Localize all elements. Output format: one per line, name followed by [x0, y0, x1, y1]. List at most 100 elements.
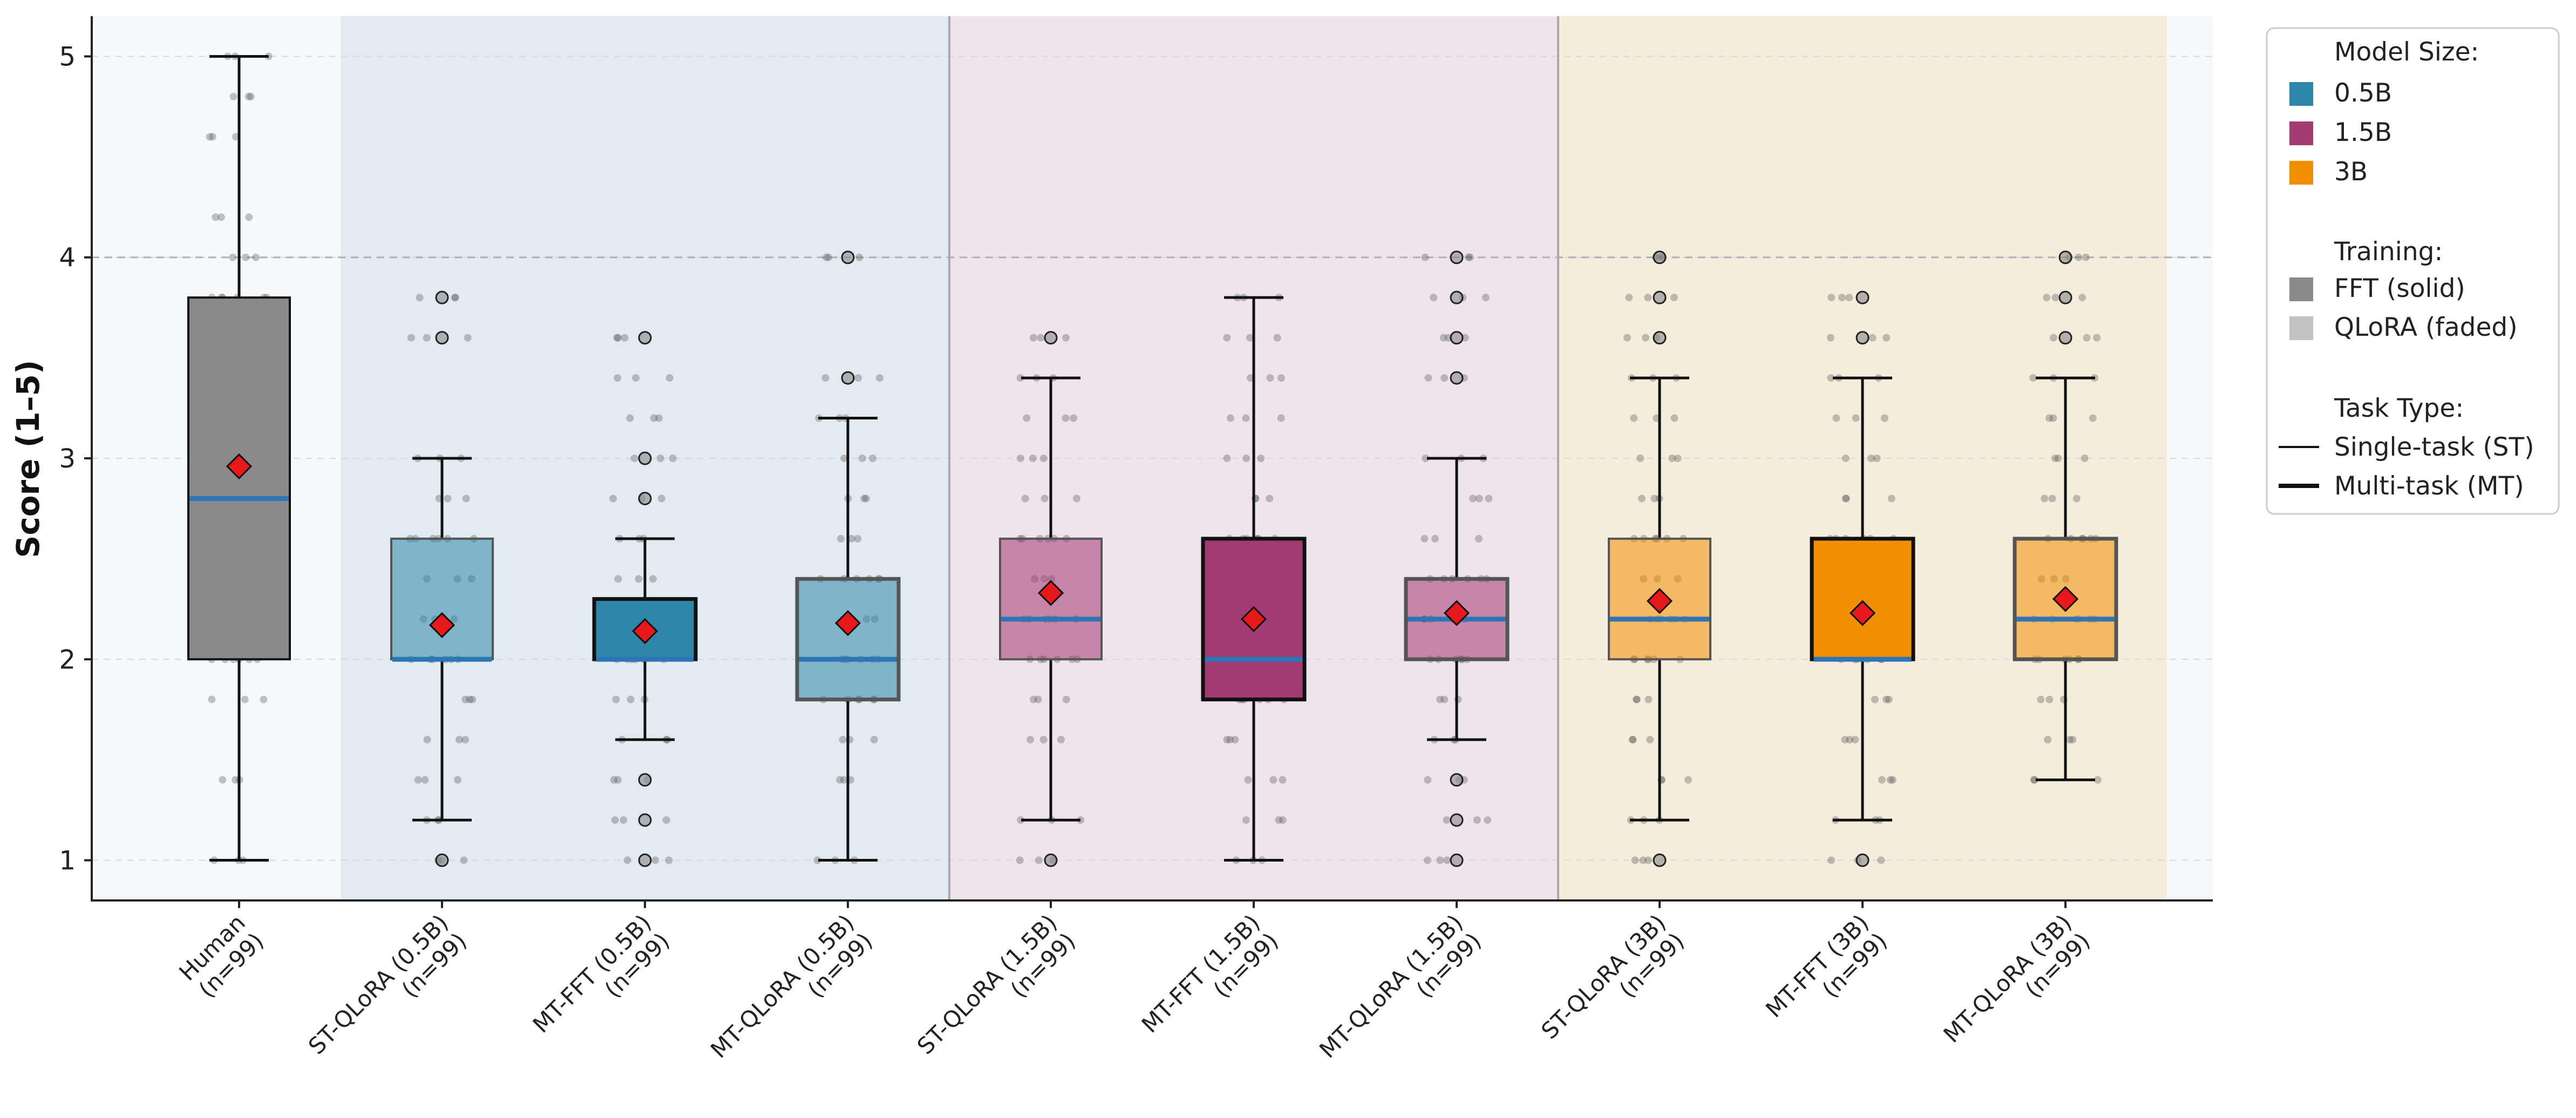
jitter-point	[1273, 334, 1281, 342]
legend-label-0-5b: 0.5B	[2334, 78, 2392, 108]
jitter-point	[1827, 374, 1835, 382]
jitter-point	[1269, 776, 1277, 784]
jitter-point	[1279, 816, 1287, 824]
jitter-point	[650, 414, 658, 422]
jitter-point	[1266, 494, 1274, 503]
jitter-point	[2044, 736, 2052, 744]
jitter-point	[825, 253, 833, 261]
outlier-point	[1653, 331, 1667, 345]
jitter-point	[2094, 776, 2102, 784]
jitter-point	[1223, 334, 1231, 342]
jitter-point	[1242, 414, 1250, 422]
jitter-point	[1039, 455, 1048, 462]
jitter-point	[2051, 455, 2059, 462]
jitter-point	[1279, 776, 1287, 784]
outlier-point	[638, 773, 652, 787]
box-mt-fft-3b	[1810, 290, 1915, 868]
jitter-point	[1277, 414, 1285, 422]
jitter-point	[1841, 455, 1850, 462]
y-tick-label: 2	[59, 645, 76, 675]
box-mt-fft-1-5b	[1201, 296, 1307, 862]
jitter-point	[2078, 294, 2086, 302]
jitter-point	[1062, 414, 1070, 422]
jitter-point	[813, 856, 821, 864]
box-iqr	[390, 537, 494, 661]
jitter-point	[620, 816, 628, 824]
jitter-point	[614, 374, 622, 382]
jitter-point	[407, 334, 415, 342]
jitter-point	[1029, 334, 1037, 342]
jitter-point	[1017, 816, 1025, 824]
jitter-point	[839, 736, 847, 744]
mean-marker	[1037, 580, 1064, 606]
box-st-qlora-3b	[1608, 250, 1711, 868]
jitter-point	[1475, 494, 1483, 503]
outlier-point	[841, 250, 855, 265]
jitter-point	[2089, 414, 2097, 422]
jitter-point	[1469, 494, 1477, 503]
jitter-point	[1485, 494, 1493, 503]
jitter-point	[612, 695, 620, 703]
x-ticks: Human(n=99) ST-QLoRA (0.5B)(n=99) MT-FFT (…	[174, 900, 2095, 1066]
jitter-point	[2075, 253, 2083, 261]
jitter-point	[2037, 695, 2045, 703]
jitter-point	[614, 575, 622, 583]
jitter-point	[609, 494, 617, 503]
jitter-point	[1852, 414, 1860, 422]
jitter-point	[451, 294, 459, 302]
mean-marker	[1443, 600, 1470, 626]
jitter-point	[1246, 334, 1254, 342]
y-ticks: 1 2 3 4 5	[59, 42, 92, 876]
jitter-point	[1838, 294, 1846, 302]
jitter-point	[1868, 334, 1877, 342]
jitter-point	[1832, 414, 1840, 422]
x-tick-label: MT-QLoRA (3B)(n=99)	[1938, 909, 2095, 1066]
legend-swatch-qlora	[2289, 316, 2313, 340]
jitter-point	[2054, 455, 2062, 462]
jitter-point	[1887, 494, 1895, 503]
jitter-point	[614, 334, 622, 342]
outlier-point	[2058, 250, 2072, 265]
jitter-point	[451, 294, 459, 302]
jitter-point	[229, 253, 237, 261]
jitter-point	[1246, 374, 1254, 382]
legend-label-1-5b: 1.5B	[2334, 118, 2392, 147]
jitter-point	[2069, 736, 2077, 744]
jitter-point	[1628, 736, 1636, 744]
jitter-point	[1242, 455, 1250, 462]
legend-label-multi-task: Multi-task (MT)	[2334, 471, 2524, 501]
jitter-point	[1630, 414, 1638, 422]
box-mt-qlora-1-5b	[1404, 250, 1510, 868]
jitter-point	[1668, 455, 1676, 462]
jitter-point	[837, 534, 845, 543]
jitter-point	[1275, 816, 1283, 824]
jitter-point	[1674, 455, 1682, 462]
jitter-point	[2083, 334, 2091, 342]
jitter-point	[219, 776, 227, 784]
jitter-point	[1639, 856, 1647, 864]
box-mt-fft-0-5b	[592, 331, 698, 868]
jitter-point	[1226, 736, 1234, 744]
jitter-point	[1845, 294, 1853, 302]
jitter-point	[1886, 776, 1894, 784]
legend-task-title: Task Type:	[2334, 394, 2464, 423]
jitter-point	[1873, 455, 1881, 462]
jitter-point	[1846, 736, 1854, 744]
jitter-point	[611, 816, 619, 824]
jitter-point	[212, 213, 220, 221]
jitter-point	[2082, 253, 2090, 261]
jitter-point	[610, 776, 618, 784]
jitter-point	[1841, 494, 1850, 503]
jitter-point	[840, 776, 848, 784]
jitter-point	[444, 494, 452, 503]
jitter-point	[1420, 534, 1429, 543]
legend-label-single-task: Single-task (ST)	[2334, 432, 2534, 462]
jitter-point	[1070, 414, 1078, 422]
jitter-point	[421, 776, 429, 784]
outlier-point	[2058, 290, 2072, 304]
jitter-point	[1826, 334, 1834, 342]
box-iqr	[1810, 537, 1915, 661]
jitter-point	[823, 253, 831, 261]
jitter-point	[2045, 414, 2053, 422]
jitter-point	[464, 334, 472, 342]
